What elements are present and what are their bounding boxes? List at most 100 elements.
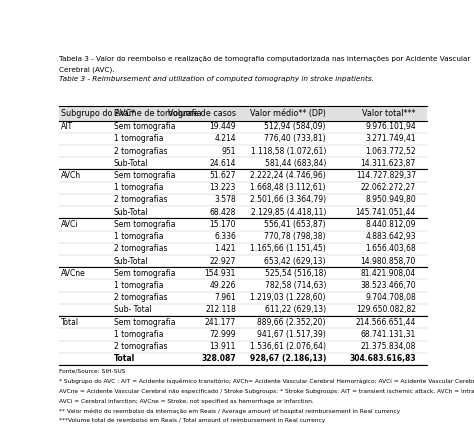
Text: Tabela 3 - Valor do reembolso e realização de tomografia computadorizada nas int: Tabela 3 - Valor do reembolso e realizaç… (59, 57, 471, 63)
Text: Sem tomografia: Sem tomografia (114, 318, 175, 327)
Text: 241.177: 241.177 (205, 318, 236, 327)
Text: Sub- Total: Sub- Total (114, 305, 152, 314)
Text: 525,54 (516,18): 525,54 (516,18) (264, 269, 326, 278)
Text: AVCne: AVCne (61, 269, 85, 278)
Text: 81.421.908,04: 81.421.908,04 (361, 269, 416, 278)
Text: 1.668,48 (3.112,61): 1.668,48 (3.112,61) (250, 183, 326, 192)
Text: 4.883.642,93: 4.883.642,93 (365, 232, 416, 241)
Text: 2 tomografias: 2 tomografias (114, 245, 167, 254)
Text: AVCh: AVCh (61, 171, 81, 180)
Text: 941,67 (1.517,39): 941,67 (1.517,39) (257, 330, 326, 339)
Text: 1 tomografia: 1 tomografia (114, 183, 164, 192)
Text: 1.165,66 (1.151,45): 1.165,66 (1.151,45) (250, 245, 326, 254)
Text: 2 tomografias: 2 tomografias (114, 196, 167, 205)
Text: Sem tomografia: Sem tomografia (114, 220, 175, 229)
Text: 2 tomografias: 2 tomografias (114, 147, 167, 156)
Text: 68.428: 68.428 (210, 208, 236, 217)
Text: Volume de casos: Volume de casos (168, 109, 236, 118)
Text: 3.271.749,41: 3.271.749,41 (365, 134, 416, 143)
Text: Valor médio** (DP): Valor médio** (DP) (250, 109, 326, 118)
Text: Cerebral (AVC).: Cerebral (AVC). (59, 66, 115, 73)
Text: Total: Total (61, 318, 79, 327)
Text: AVCne = Acidente Vascular Cerebral não especificado / Stroke Subgroups: * Stroke: AVCne = Acidente Vascular Cerebral não e… (59, 389, 474, 394)
Text: 8.440.812,09: 8.440.812,09 (365, 220, 416, 229)
Text: 1.118,58 (1.072,61): 1.118,58 (1.072,61) (251, 147, 326, 156)
Text: 2.222,24 (4.746,96): 2.222,24 (4.746,96) (250, 171, 326, 180)
Text: 782,58 (714,63): 782,58 (714,63) (264, 281, 326, 290)
Text: ** Valor médio do reembolso da internação em Reais / Average amount of hospital : ** Valor médio do reembolso da internaçã… (59, 408, 401, 414)
Text: 512,94 (584,09): 512,94 (584,09) (264, 122, 326, 131)
Text: 581,44 (683,84): 581,44 (683,84) (264, 159, 326, 168)
Text: 38.523.466,70: 38.523.466,70 (360, 281, 416, 290)
Text: Sub-Total: Sub-Total (114, 159, 149, 168)
Text: Sem tomografia: Sem tomografia (114, 269, 175, 278)
Text: 129.650.082,82: 129.650.082,82 (356, 305, 416, 314)
Text: 7.961: 7.961 (214, 293, 236, 302)
Text: Valor total***: Valor total*** (363, 109, 416, 118)
Text: 1.536,61 (2.076,64): 1.536,61 (2.076,64) (250, 342, 326, 351)
Text: 770,78 (798,38): 770,78 (798,38) (264, 232, 326, 241)
Text: 9.704.708,08: 9.704.708,08 (365, 293, 416, 302)
Text: 9.976.101,94: 9.976.101,94 (365, 122, 416, 131)
Text: 8.950.949,80: 8.950.949,80 (365, 196, 416, 205)
Text: 304.683.616,83: 304.683.616,83 (349, 354, 416, 363)
Text: 51.627: 51.627 (210, 171, 236, 180)
Text: 1.219,03 (1.228,60): 1.219,03 (1.228,60) (250, 293, 326, 302)
Text: ***Volume total de reembolso em Reais / Total amount of reimbursement in Real cu: ***Volume total de reembolso em Reais / … (59, 418, 326, 423)
Text: 19.449: 19.449 (210, 122, 236, 131)
Text: * Subgrupo do AVC : AIT = Acidente isquêmico transitório; AVCh= Acidente Vascula: * Subgrupo do AVC : AIT = Acidente isquê… (59, 379, 474, 384)
Text: 72.999: 72.999 (210, 330, 236, 339)
Text: 114.727.829,37: 114.727.829,37 (356, 171, 416, 180)
Text: 653,42 (629,13): 653,42 (629,13) (264, 257, 326, 266)
Text: 2 tomografias: 2 tomografias (114, 342, 167, 351)
Text: Table 3 - Reimbursement and utilization of computed tomography in stroke inpatie: Table 3 - Reimbursement and utilization … (59, 76, 374, 82)
Text: 13.911: 13.911 (210, 342, 236, 351)
Text: 611,22 (629,13): 611,22 (629,13) (265, 305, 326, 314)
Text: 328.087: 328.087 (201, 354, 236, 363)
Text: Exame de tomografia: Exame de tomografia (114, 109, 201, 118)
Text: 145.741.051,44: 145.741.051,44 (356, 208, 416, 217)
Text: 3.578: 3.578 (214, 196, 236, 205)
Text: 1.063.772,52: 1.063.772,52 (365, 147, 416, 156)
Text: 21.375.834,08: 21.375.834,08 (361, 342, 416, 351)
Text: 1.421: 1.421 (214, 245, 236, 254)
Text: 14.980.858,70: 14.980.858,70 (361, 257, 416, 266)
Text: AVCi: AVCi (61, 220, 78, 229)
Text: 2.129,85 (4.418,11): 2.129,85 (4.418,11) (251, 208, 326, 217)
FancyBboxPatch shape (59, 106, 427, 121)
Text: 556,41 (653,87): 556,41 (653,87) (264, 220, 326, 229)
Text: 776,40 (733,81): 776,40 (733,81) (264, 134, 326, 143)
Text: 889,66 (2.352,20): 889,66 (2.352,20) (257, 318, 326, 327)
Text: Sem tomografia: Sem tomografia (114, 122, 175, 131)
Text: 49.226: 49.226 (210, 281, 236, 290)
Text: 13.223: 13.223 (210, 183, 236, 192)
Text: 928,67 (2.186,13): 928,67 (2.186,13) (250, 354, 326, 363)
Text: 1 tomografia: 1 tomografia (114, 281, 164, 290)
Text: Sub-Total: Sub-Total (114, 257, 149, 266)
Text: 154.931: 154.931 (205, 269, 236, 278)
Text: AIT: AIT (61, 122, 73, 131)
Text: 1 tomografia: 1 tomografia (114, 330, 164, 339)
Text: 214.566.651,44: 214.566.651,44 (356, 318, 416, 327)
Text: 15.170: 15.170 (210, 220, 236, 229)
Text: 22.927: 22.927 (210, 257, 236, 266)
Text: 1 tomografia: 1 tomografia (114, 134, 164, 143)
Text: 6.336: 6.336 (214, 232, 236, 241)
Text: Fonte/Source: SIH-SUS: Fonte/Source: SIH-SUS (59, 369, 126, 374)
Text: 24.614: 24.614 (210, 159, 236, 168)
Text: AVCi = Cerebral infarction; AVCne = Stroke, not specified as hemorrhage or infar: AVCi = Cerebral infarction; AVCne = Stro… (59, 399, 314, 404)
Text: 1.656.403,68: 1.656.403,68 (365, 245, 416, 254)
Text: 2.501,66 (3.364,79): 2.501,66 (3.364,79) (250, 196, 326, 205)
Text: 1 tomografia: 1 tomografia (114, 232, 164, 241)
Text: Total: Total (114, 354, 135, 363)
Text: Sub-Total: Sub-Total (114, 208, 149, 217)
Text: 14.311.623,87: 14.311.623,87 (361, 159, 416, 168)
Text: 22.062.272,27: 22.062.272,27 (361, 183, 416, 192)
Text: 951: 951 (221, 147, 236, 156)
Text: Sem tomografia: Sem tomografia (114, 171, 175, 180)
Text: 4.214: 4.214 (214, 134, 236, 143)
Text: 68.741.131,31: 68.741.131,31 (361, 330, 416, 339)
Text: 2 tomografias: 2 tomografias (114, 293, 167, 302)
Text: Subgrupo do AVC*: Subgrupo do AVC* (61, 109, 135, 118)
Text: 212.118: 212.118 (205, 305, 236, 314)
